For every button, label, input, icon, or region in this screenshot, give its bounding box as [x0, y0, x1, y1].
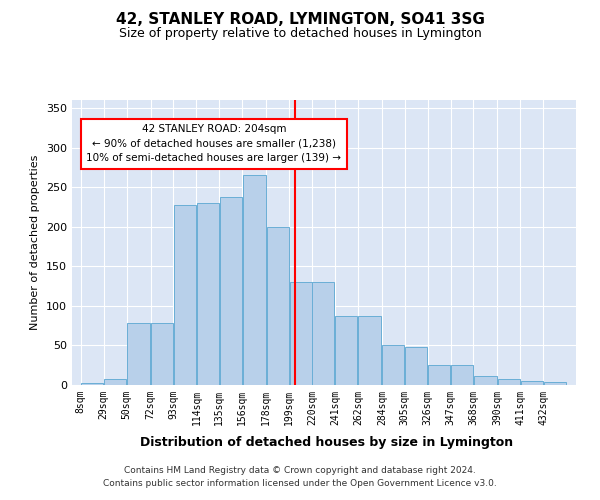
Bar [382, 346, 404, 385]
Bar [313, 282, 334, 385]
Bar [358, 316, 382, 385]
Bar [498, 378, 520, 385]
Bar [127, 324, 150, 385]
Bar [405, 347, 427, 385]
Y-axis label: Number of detached properties: Number of detached properties [31, 155, 40, 330]
Bar [266, 226, 289, 385]
Bar [521, 381, 543, 385]
Bar [544, 382, 566, 385]
Bar [174, 204, 196, 385]
Bar [290, 282, 311, 385]
Bar [197, 203, 219, 385]
Bar [451, 365, 473, 385]
Bar [220, 198, 242, 385]
Bar [81, 382, 103, 385]
Bar [104, 380, 126, 385]
Bar [151, 324, 173, 385]
Text: Distribution of detached houses by size in Lymington: Distribution of detached houses by size … [140, 436, 514, 449]
Bar [474, 376, 497, 385]
Text: 42, STANLEY ROAD, LYMINGTON, SO41 3SG: 42, STANLEY ROAD, LYMINGTON, SO41 3SG [116, 12, 484, 28]
Text: 42 STANLEY ROAD: 204sqm
← 90% of detached houses are smaller (1,238)
10% of semi: 42 STANLEY ROAD: 204sqm ← 90% of detache… [86, 124, 341, 164]
Bar [335, 316, 358, 385]
Bar [428, 365, 450, 385]
Bar [242, 175, 266, 385]
Text: Contains HM Land Registry data © Crown copyright and database right 2024.
Contai: Contains HM Land Registry data © Crown c… [103, 466, 497, 487]
Text: Size of property relative to detached houses in Lymington: Size of property relative to detached ho… [119, 28, 481, 40]
